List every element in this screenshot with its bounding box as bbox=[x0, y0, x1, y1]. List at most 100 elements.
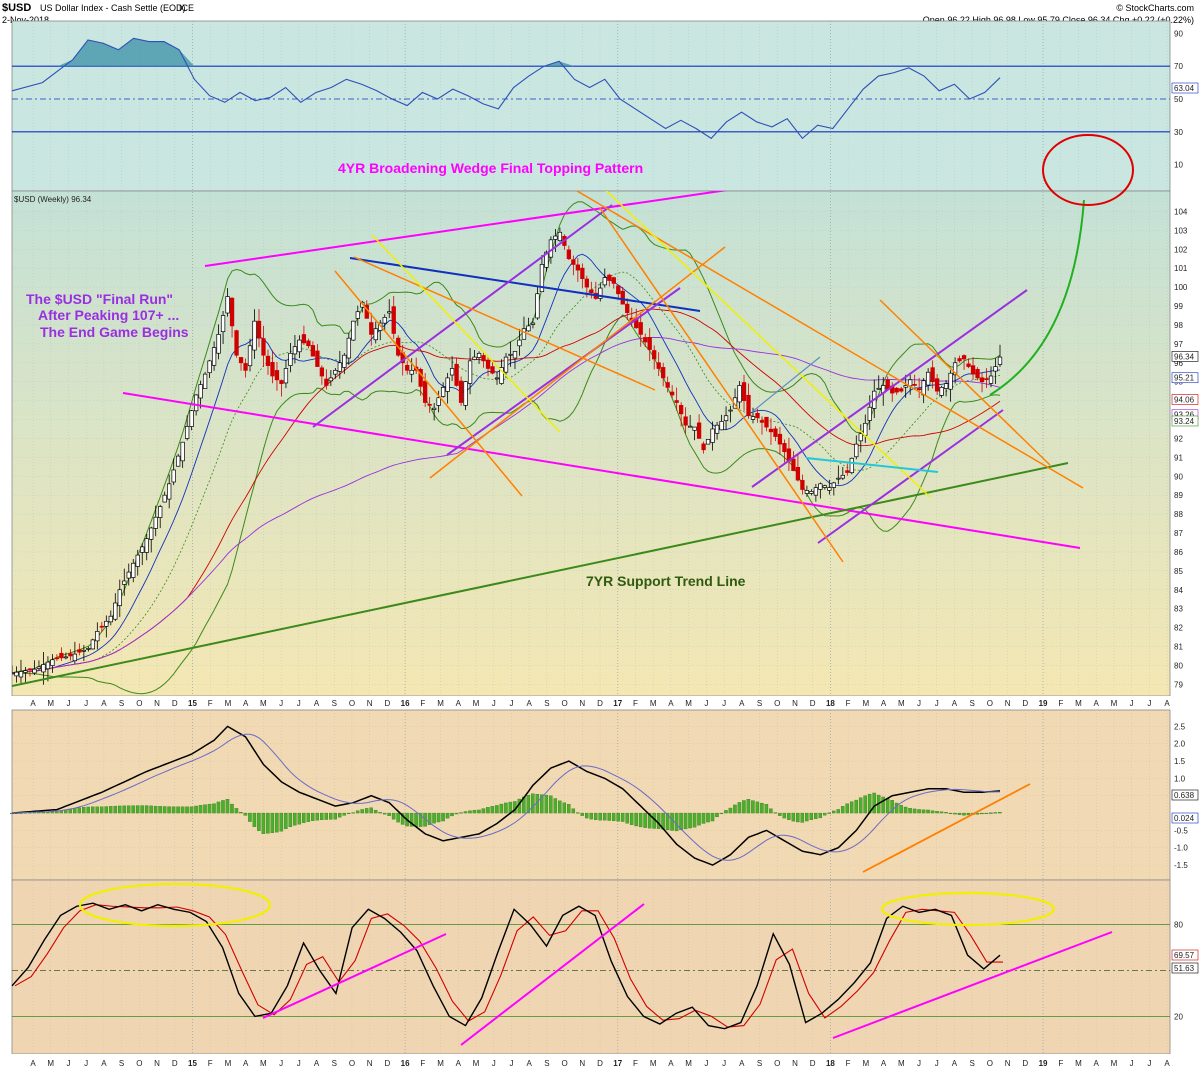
candle-body bbox=[454, 363, 459, 386]
time-tick-label: S bbox=[544, 699, 549, 708]
macd-histogram-bar bbox=[297, 812, 302, 825]
macd-histogram-bar bbox=[144, 805, 149, 814]
time-tick-label: S bbox=[757, 699, 762, 708]
purple-channel-2a bbox=[751, 289, 1028, 488]
candle-body bbox=[472, 356, 477, 360]
time-tick-label: A bbox=[314, 699, 320, 708]
support-trend-line bbox=[12, 462, 1069, 687]
stochastic-drawings bbox=[78, 882, 1113, 1046]
time-tick-label: M bbox=[685, 1059, 692, 1068]
macd-histogram-bar bbox=[980, 812, 984, 815]
exchange-label: ICE bbox=[179, 3, 194, 13]
candle-body bbox=[113, 602, 118, 620]
candle-body bbox=[297, 339, 302, 353]
time-tick-label: A bbox=[881, 699, 887, 708]
candle-body bbox=[12, 672, 15, 675]
macd-histogram-bar bbox=[95, 806, 99, 814]
candle-body bbox=[899, 388, 904, 392]
macd-histogram-bar bbox=[436, 812, 441, 823]
candle-body bbox=[99, 625, 104, 628]
candle-body bbox=[750, 416, 756, 420]
candle-body bbox=[503, 356, 509, 373]
macd-histogram-bar bbox=[926, 809, 930, 814]
trendline-drawings bbox=[12, 191, 1084, 687]
candle-body bbox=[220, 315, 226, 333]
candle-body bbox=[535, 293, 540, 319]
candle-body bbox=[63, 656, 69, 659]
time-tick-label: M bbox=[1075, 1059, 1082, 1068]
macd-histogram-bar bbox=[176, 806, 180, 814]
macd-histogram-bar bbox=[441, 812, 445, 822]
time-tick-label: F bbox=[633, 699, 638, 708]
wedge-upper-line bbox=[204, 191, 728, 267]
stoch-magenta-line-3 bbox=[832, 931, 1113, 1039]
price-tick-label: 90 bbox=[1174, 472, 1183, 481]
time-tick-label: M bbox=[650, 699, 657, 708]
candle-body bbox=[382, 317, 387, 324]
candle-body bbox=[122, 580, 127, 585]
candle-body bbox=[728, 409, 733, 412]
time-tick-label: F bbox=[633, 1059, 638, 1068]
macd-histogram-bar bbox=[450, 812, 454, 817]
candle-body bbox=[27, 668, 33, 671]
candle-body bbox=[81, 649, 87, 652]
chart-header: $USD US Dollar Index - Cash Settle (EOD)… bbox=[2, 2, 1194, 25]
candle-body bbox=[795, 466, 801, 481]
time-tick-label: A bbox=[101, 1059, 107, 1068]
rsi-tick-label: 10 bbox=[1174, 161, 1183, 170]
ma-long bbox=[12, 336, 1001, 674]
macd-histogram-bar bbox=[140, 805, 144, 814]
macd-histogram-bar bbox=[135, 805, 140, 814]
candle-body bbox=[391, 306, 396, 334]
candle-body bbox=[670, 391, 675, 396]
macd-histogram-bar bbox=[284, 812, 288, 829]
time-tick-label: D bbox=[597, 1059, 603, 1068]
rsi-series bbox=[12, 37, 1170, 140]
macd-histogram-bar bbox=[275, 812, 279, 833]
price-tick-label: 88 bbox=[1174, 510, 1183, 519]
macd-histogram-bar bbox=[279, 812, 284, 832]
candle-body bbox=[984, 378, 989, 381]
macd-histogram-bar bbox=[638, 812, 643, 828]
orange-line-2 bbox=[353, 256, 656, 391]
macd-histogram-bar bbox=[355, 810, 360, 814]
macd-histogram-bar bbox=[751, 800, 755, 814]
candle-body bbox=[912, 384, 917, 386]
macd-histogram-bar bbox=[216, 801, 221, 814]
time-tick-label: N bbox=[154, 699, 160, 708]
candle-body bbox=[598, 287, 603, 299]
candle-body bbox=[476, 352, 482, 358]
candle-body bbox=[836, 477, 841, 480]
time-tick-label: F bbox=[208, 1059, 213, 1068]
time-tick-label: J bbox=[722, 699, 726, 708]
time-tick-label: O bbox=[349, 699, 355, 708]
candle-body bbox=[638, 322, 643, 335]
macd-histogram-bar bbox=[962, 812, 966, 816]
macd-histogram-bar bbox=[719, 812, 724, 815]
candle-body bbox=[714, 424, 720, 434]
macd-histogram-bar bbox=[598, 812, 602, 821]
stoch-magenta-line-1 bbox=[262, 933, 447, 1019]
macd-histogram-bar bbox=[715, 812, 719, 818]
price-tick-label: 87 bbox=[1174, 529, 1183, 538]
time-tick-label: D bbox=[810, 1059, 816, 1068]
macd-histogram-bar bbox=[769, 808, 773, 814]
time-tick-label: S bbox=[119, 1059, 124, 1068]
macd-histogram-bar bbox=[409, 812, 414, 827]
time-tick-label: D bbox=[172, 699, 178, 708]
macd-histogram-bar bbox=[337, 812, 342, 818]
time-tick-label: D bbox=[1022, 1059, 1028, 1068]
macd-histogram-bar bbox=[149, 805, 153, 814]
macd-histogram-bar bbox=[737, 802, 742, 814]
price-tick-label: 86 bbox=[1174, 548, 1183, 557]
price-label-box bbox=[1171, 351, 1199, 362]
time-tick-label: A bbox=[456, 699, 462, 708]
macd-histogram-bar bbox=[935, 811, 939, 814]
time-tick-label: 19 bbox=[1039, 1059, 1048, 1068]
time-axis-bottom: A M J J A S O N D 15 F M A M J J A S O N D 16 F M A M J J A S O N D 17 F M A… bbox=[30, 1059, 1170, 1068]
candle-body bbox=[14, 671, 19, 677]
candle-body bbox=[324, 378, 329, 386]
macd-histogram-bar bbox=[746, 799, 751, 814]
time-tick-label: S bbox=[119, 699, 124, 708]
